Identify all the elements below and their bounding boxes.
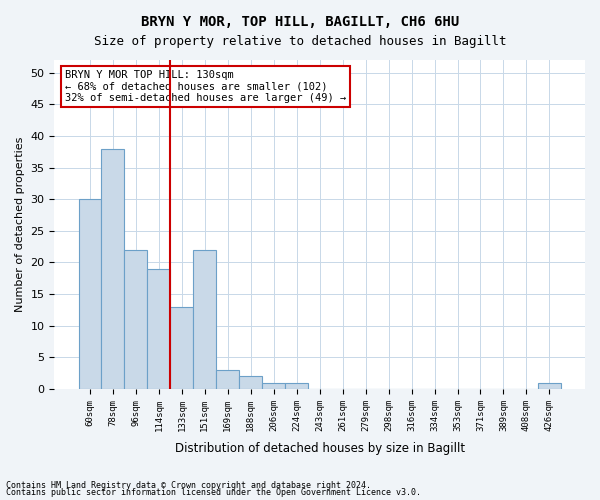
Text: BRYN Y MOR, TOP HILL, BAGILLT, CH6 6HU: BRYN Y MOR, TOP HILL, BAGILLT, CH6 6HU <box>141 15 459 29</box>
Text: BRYN Y MOR TOP HILL: 130sqm
← 68% of detached houses are smaller (102)
32% of se: BRYN Y MOR TOP HILL: 130sqm ← 68% of det… <box>65 70 346 103</box>
Bar <box>538 382 561 389</box>
Bar <box>193 250 217 389</box>
Bar <box>101 148 124 389</box>
Text: Size of property relative to detached houses in Bagillt: Size of property relative to detached ho… <box>94 35 506 48</box>
X-axis label: Distribution of detached houses by size in Bagillt: Distribution of detached houses by size … <box>175 442 465 455</box>
Bar <box>170 306 193 389</box>
Bar <box>239 376 262 389</box>
Y-axis label: Number of detached properties: Number of detached properties <box>15 137 25 312</box>
Bar <box>124 250 148 389</box>
Bar <box>262 382 285 389</box>
Text: Contains public sector information licensed under the Open Government Licence v3: Contains public sector information licen… <box>6 488 421 497</box>
Bar <box>79 199 101 389</box>
Bar <box>148 268 170 389</box>
Bar <box>285 382 308 389</box>
Text: Contains HM Land Registry data © Crown copyright and database right 2024.: Contains HM Land Registry data © Crown c… <box>6 480 371 490</box>
Bar <box>217 370 239 389</box>
